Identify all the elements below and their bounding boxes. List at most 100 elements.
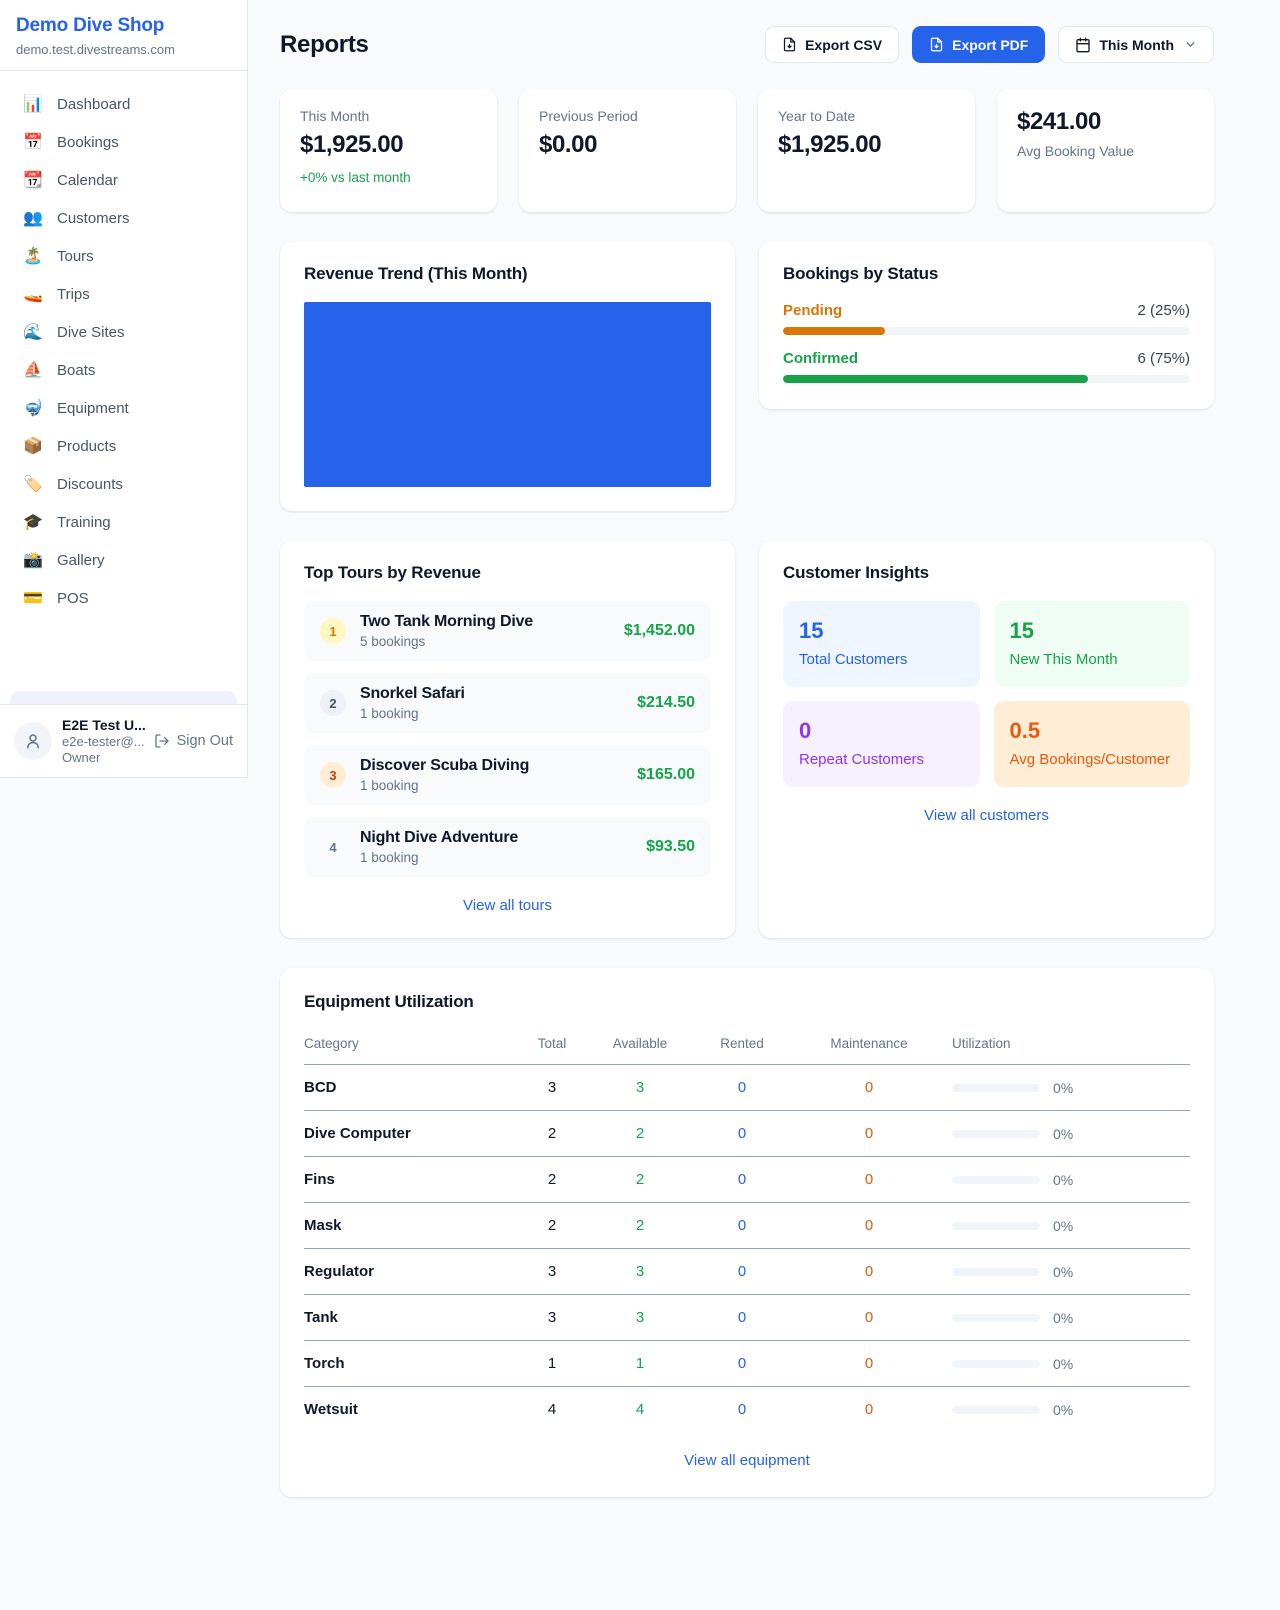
brand-block: Demo Dive Shop demo.test.divestreams.com <box>0 0 247 71</box>
table-row-tank: Tank 3 3 0 0 0% <box>304 1295 1190 1341</box>
tour-revenue: $1,452.00 <box>623 622 695 639</box>
header-actions: Export CSV Export PDF This Month <box>765 26 1214 63</box>
export-csv-label: Export CSV <box>805 36 883 53</box>
trips-icon: 🚤 <box>23 285 43 303</box>
utilization-bar-track <box>952 1221 1040 1230</box>
cell-maintenance: 0 <box>864 1309 874 1326</box>
tour-row-discover-scuba-diving[interactable]: 3 Discover Scuba Diving 1 booking $165.0… <box>304 745 711 805</box>
bookings-by-status-title: Bookings by Status <box>783 264 939 283</box>
cell-available: 3 <box>635 1079 645 1096</box>
sidebar-item-label: Calendar <box>57 172 118 189</box>
sign-out-label: Sign Out <box>176 733 233 749</box>
cell-category: Dive Computer <box>304 1125 411 1142</box>
cell-available: 3 <box>635 1309 645 1326</box>
sidebar-item-gallery[interactable]: 📸 Gallery <box>12 543 235 578</box>
revenue-trend-title: Revenue Trend (This Month) <box>304 264 528 283</box>
sidebar-item-equipment[interactable]: 🤿 Equipment <box>12 391 235 426</box>
stat-card-year-to-date: Year to Date $1,925.00 <box>758 89 975 212</box>
utilization-percent: 0% <box>1053 1263 1074 1280</box>
calendar-icon <box>1076 37 1091 52</box>
stat-value: $241.00 <box>1017 108 1101 135</box>
stat-label: Previous Period <box>539 108 638 124</box>
customers-icon: 👥 <box>23 209 43 227</box>
cell-total: 2 <box>547 1125 557 1142</box>
cell-category: Tank <box>304 1309 338 1326</box>
equipment-utilization-card: Equipment Utilization Category Total Avail… <box>280 968 1214 1497</box>
sign-out-button[interactable]: Sign Out <box>154 733 233 749</box>
tour-bookings: 1 booking <box>360 850 419 865</box>
sidebar-item-dashboard[interactable]: 📊 Dashboard <box>12 87 235 122</box>
insights-row: Top Tours by Revenue 1 Two Tank Morning … <box>280 541 1214 938</box>
utilization-percent: 0% <box>1053 1171 1074 1188</box>
cell-total: 4 <box>547 1401 557 1418</box>
tour-revenue: $93.50 <box>646 838 695 855</box>
tour-row-snorkel-safari[interactable]: 2 Snorkel Safari 1 booking $214.50 <box>304 673 711 733</box>
top-tours-card: Top Tours by Revenue 1 Two Tank Morning … <box>280 541 735 938</box>
status-label: Confirmed <box>783 350 858 367</box>
stat-value: $1,925.00 <box>300 131 404 158</box>
file-download-icon <box>783 37 796 52</box>
column-header-available: Available <box>612 1036 668 1051</box>
insight-label: Repeat Customers <box>799 751 925 768</box>
tour-bookings: 1 booking <box>360 778 419 793</box>
tours-icon: 🏝️ <box>23 247 43 265</box>
cell-rented: 0 <box>737 1401 747 1418</box>
stat-label: This Month <box>300 108 370 124</box>
utilization-bar-track <box>952 1083 1040 1092</box>
sidebar-item-discounts[interactable]: 🏷️ Discounts <box>12 467 235 502</box>
top-tours-title: Top Tours by Revenue <box>304 563 481 582</box>
sidebar-item-dive-sites[interactable]: 🌊 Dive Sites <box>12 315 235 350</box>
tour-row-night-dive-adventure[interactable]: 4 Night Dive Adventure 1 booking $93.50 <box>304 817 711 877</box>
sidebar-item-trips[interactable]: 🚤 Trips <box>12 277 235 312</box>
period-dropdown[interactable]: This Month <box>1058 26 1214 63</box>
sidebar-item-label: Dive Sites <box>57 324 125 341</box>
cell-total: 1 <box>547 1355 557 1372</box>
stat-card-previous-period: Previous Period $0.00 <box>519 89 736 212</box>
cell-utilization: 0% <box>942 1264 1190 1280</box>
sidebar-item-tours[interactable]: 🏝️ Tours <box>12 239 235 274</box>
column-header-category: Category <box>304 1036 359 1051</box>
insight-tile-repeat-customers: 0 Repeat Customers <box>783 701 980 787</box>
sidebar-item-calendar[interactable]: 📆 Calendar <box>12 163 235 198</box>
sidebar-item-pos[interactable]: 💳 POS <box>12 581 235 616</box>
rank-badge: 1 <box>320 618 346 644</box>
sidebar-item-products[interactable]: 📦 Products <box>12 429 235 464</box>
tour-name: Night Dive Adventure <box>360 829 519 846</box>
utilization-bar-track <box>952 1405 1040 1414</box>
cell-rented: 0 <box>737 1079 747 1096</box>
column-header-rented: Rented <box>720 1036 764 1051</box>
cell-available: 3 <box>635 1263 645 1280</box>
rank-badge: 3 <box>320 762 346 788</box>
charts-row: Revenue Trend (This Month) Bookings by S… <box>280 242 1214 511</box>
view-all-equipment-link[interactable]: View all equipment <box>684 1452 810 1469</box>
app-root: Demo Dive Shop demo.test.divestreams.com… <box>0 0 1214 1497</box>
export-csv-button[interactable]: Export CSV <box>765 26 900 63</box>
sidebar-item-label: Dashboard <box>57 96 131 113</box>
view-all-tours-link[interactable]: View all tours <box>463 897 552 914</box>
cell-total: 2 <box>547 1171 557 1188</box>
utilization-bar-track <box>952 1129 1040 1138</box>
table-row-wetsuit: Wetsuit 4 4 0 0 0% <box>304 1387 1190 1432</box>
utilization-bar-track <box>952 1175 1040 1184</box>
sidebar-item-bookings[interactable]: 📅 Bookings <box>12 125 235 160</box>
active-nav-highlight[interactable] <box>10 691 237 704</box>
export-pdf-button[interactable]: Export PDF <box>912 26 1046 63</box>
cell-rented: 0 <box>737 1217 747 1234</box>
status-row-pending: Pending 2 (25%) <box>783 302 1190 335</box>
sidebar-item-customers[interactable]: 👥 Customers <box>12 201 235 236</box>
sidebar: Demo Dive Shop demo.test.divestreams.com… <box>0 0 248 778</box>
cell-category: Wetsuit <box>304 1401 358 1418</box>
cell-utilization: 0% <box>942 1402 1190 1418</box>
sidebar-item-boats[interactable]: ⛵ Boats <box>12 353 235 388</box>
view-all-customers-link[interactable]: View all customers <box>924 807 1049 824</box>
stat-label: Year to Date <box>778 108 856 124</box>
equipment-icon: 🤿 <box>23 399 43 417</box>
customer-insights-card: Customer Insights 15 Total Customers 15 … <box>759 541 1214 938</box>
tour-row-two-tank-morning-dive[interactable]: 1 Two Tank Morning Dive 5 bookings $1,45… <box>304 601 711 661</box>
status-count: 2 (25%) <box>1137 302 1190 319</box>
utilization-percent: 0% <box>1053 1079 1074 1096</box>
pos-icon: 💳 <box>23 589 43 607</box>
sidebar-item-training[interactable]: 🎓 Training <box>12 505 235 540</box>
equipment-title: Equipment Utilization <box>304 992 474 1011</box>
cell-available: 2 <box>635 1217 645 1234</box>
